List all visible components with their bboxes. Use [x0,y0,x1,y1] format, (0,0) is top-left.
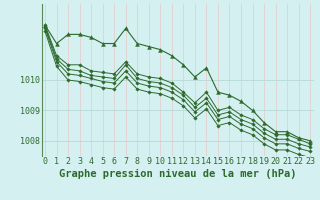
X-axis label: Graphe pression niveau de la mer (hPa): Graphe pression niveau de la mer (hPa) [59,169,296,179]
